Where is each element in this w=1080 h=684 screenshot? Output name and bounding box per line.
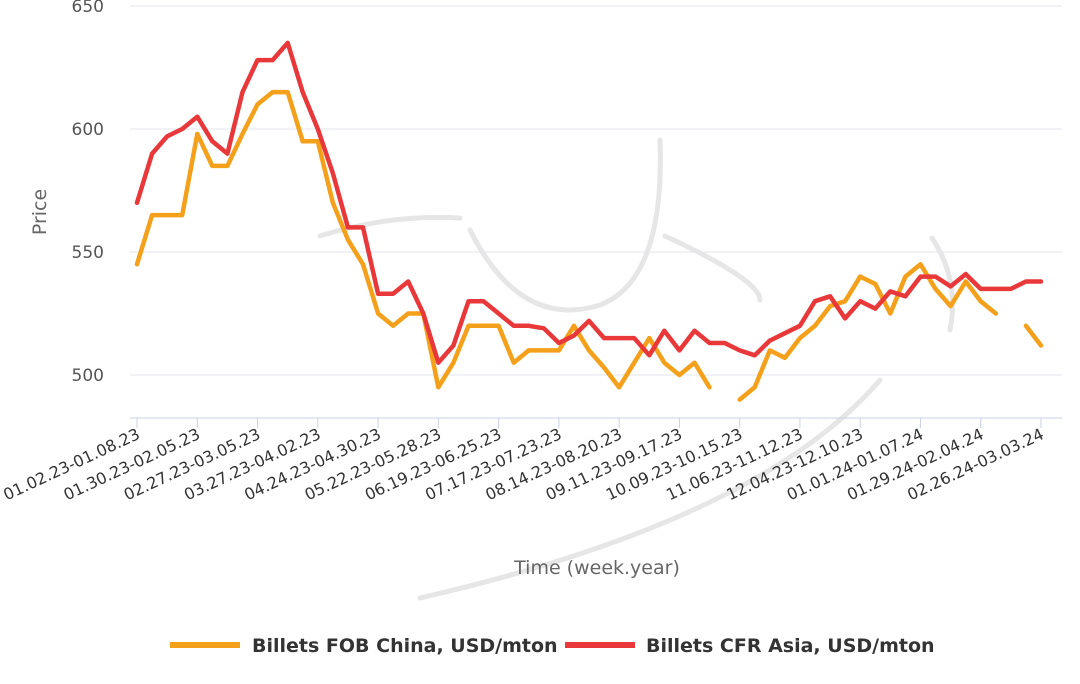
legend[interactable]: Billets FOB China, USD/mton Billets CFR … — [170, 635, 935, 657]
series-line-segment[interactable] — [1023, 323, 1044, 348]
y-axis-title: Price — [29, 189, 51, 235]
watermark-logo — [317, 137, 956, 601]
x-axis-title: Time (week.year) — [513, 557, 680, 579]
series-line-segment[interactable] — [134, 40, 1044, 365]
watermark-stroke-3 — [417, 377, 883, 601]
legend-label-fob-china: Billets FOB China, USD/mton — [252, 635, 558, 657]
gridlines — [130, 5, 1062, 376]
watermark-stroke-1 — [467, 137, 663, 313]
watermark-stroke-4 — [929, 235, 956, 333]
y-tick-label: 550 — [72, 243, 104, 263]
y-tick-label: 650 — [72, 0, 104, 17]
watermark-stroke-0 — [317, 214, 463, 239]
series-lines — [134, 40, 1044, 402]
series-line-segment[interactable] — [134, 89, 712, 390]
y-tick-label: 600 — [72, 120, 104, 140]
legend-item-fob-china[interactable]: Billets FOB China, USD/mton — [170, 635, 558, 657]
series-0[interactable] — [134, 89, 1044, 402]
legend-label-cfr-asia: Billets CFR Asia, USD/mton — [646, 635, 935, 657]
watermark-stroke-2 — [662, 233, 763, 303]
legend-item-cfr-asia[interactable]: Billets CFR Asia, USD/mton — [565, 635, 935, 657]
series-line-segment[interactable] — [737, 262, 999, 402]
series-1[interactable] — [134, 40, 1044, 365]
y-tick-label: 500 — [72, 366, 104, 386]
